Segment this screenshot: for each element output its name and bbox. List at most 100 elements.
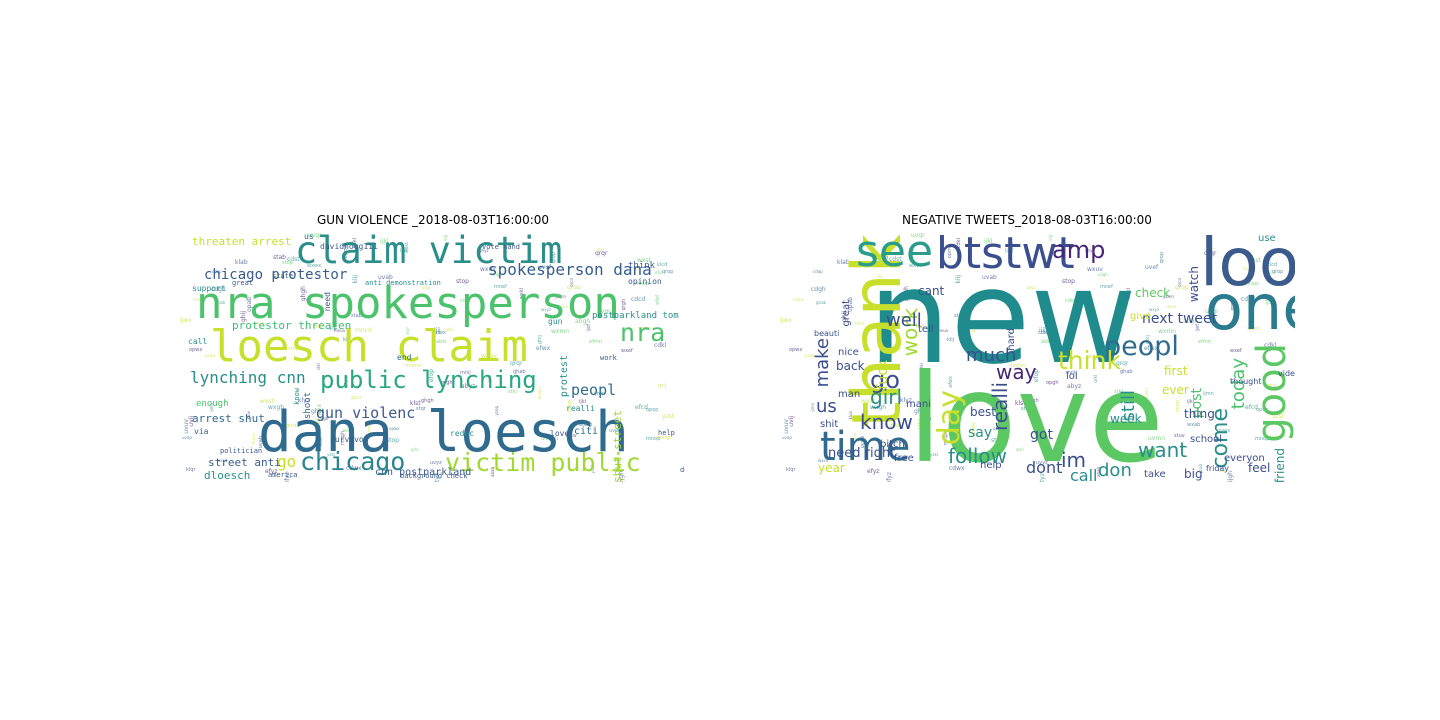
- gun-filler-word: mnop: [646, 436, 661, 442]
- gun-filler-word: yzkl: [327, 452, 335, 457]
- neg-filler-word: klst: [916, 324, 925, 330]
- gun-filler-word: stkl: [597, 247, 605, 252]
- neg-filler-word: uvop: [1175, 400, 1181, 413]
- gun-filler-word: qrij: [658, 383, 667, 389]
- gun-filler-word: opwx: [189, 347, 203, 353]
- gun-filler-word: uvef: [538, 264, 552, 271]
- gun-filler-word: cdcd: [631, 296, 646, 303]
- neg-word-new: new: [868, 241, 1137, 393]
- neg-filler-word: wxmn: [1158, 328, 1177, 335]
- neg-filler-word: qrop: [1159, 252, 1165, 264]
- gun-filler-word: efmn: [589, 339, 602, 345]
- neg-filler-word: ghab: [816, 300, 827, 305]
- gun-filler-word: ijst: [400, 248, 408, 254]
- neg-filler-word: stab: [875, 254, 888, 261]
- neg-filler-word: mnij: [1066, 370, 1077, 376]
- gun-filler-word: wxwx: [307, 263, 322, 269]
- neg-filler-word: wxst: [861, 398, 875, 405]
- gun-filler-word: wxgh: [268, 404, 285, 411]
- gun-filler-word: efyz: [265, 468, 278, 475]
- neg-word-week: week: [1110, 412, 1142, 426]
- neg-word-friend: friend: [1273, 448, 1287, 482]
- gun-word-background-check: background check: [400, 472, 468, 480]
- neg-filler-word: uvwx: [1217, 428, 1231, 434]
- neg-filler-word: klab: [837, 259, 850, 266]
- gun-filler-word: qrop: [662, 269, 674, 275]
- neg-word-im: im: [1061, 448, 1087, 472]
- gun-filler-word: wxuv: [481, 353, 497, 360]
- neg-filler-word: abkl: [1041, 339, 1052, 345]
- gun-filler-word: wxef: [621, 348, 633, 354]
- neg-word-video: video: [1278, 369, 1295, 378]
- gun-filler-word: ghst: [311, 408, 325, 415]
- gun-word-state: state: [272, 272, 294, 280]
- negative-tweets-word-cloud: ijmn uvmn ijgh cdwx opgh klij efyz wxmn cdcd opwx…: [780, 230, 1295, 482]
- neg-filler-word: stkl: [1114, 389, 1123, 395]
- gun-filler-word: cdgh: [211, 286, 226, 293]
- gun-word-survivor: survivor: [330, 435, 369, 444]
- gun-word-chicago-protestor: chicago protestor: [204, 267, 348, 283]
- gun-word-help: help: [658, 429, 675, 437]
- neg-word-feel: feel: [1248, 461, 1271, 475]
- neg-filler-word: uvop: [782, 435, 792, 440]
- gun-filler-word: ijij: [434, 327, 441, 334]
- gun-filler-word: ghgh: [421, 398, 434, 404]
- neg-filler-word: ijst: [1005, 248, 1013, 254]
- gun-filler-word: ijcd: [633, 266, 640, 271]
- neg-filler-word: uvwx: [805, 353, 816, 358]
- neg-word-watch: watch: [1187, 266, 1201, 303]
- neg-filler-word: uvqr: [911, 232, 925, 239]
- neg-word-follow: follow: [948, 444, 1007, 468]
- gun-filler-word: cdef: [460, 298, 471, 304]
- neg-filler-word: klcd: [1267, 262, 1278, 268]
- neg-filler-word: cdst: [889, 256, 902, 263]
- neg-filler-word: cdmn: [793, 297, 805, 302]
- neg-word-big: big: [1184, 467, 1203, 481]
- right-panel-title: NEGATIVE TWEETS_2018-08-03T16:00:00: [902, 213, 1152, 227]
- gun-filler-word: ijkl: [579, 399, 587, 405]
- gun-word-know: know: [293, 388, 301, 405]
- gun-word-need: need: [323, 292, 332, 312]
- gun-word-street-anti: street anti: [208, 456, 281, 469]
- neg-filler-word: mnuv: [937, 328, 949, 333]
- gun-word-vote-nand: vote nand: [482, 243, 520, 251]
- neg-filler-word: mnop: [1255, 436, 1270, 442]
- neg-filler-word: efcd: [855, 321, 864, 326]
- gun-word-postparkland-tom: postparkland tom: [592, 311, 679, 321]
- neg-word-free: free: [894, 453, 914, 464]
- gun-word-call: call: [188, 337, 208, 346]
- gun-word-threaten-arrest: threaten arrest: [192, 235, 292, 248]
- neg-word-beauti: beauti: [814, 329, 840, 338]
- gun-filler-word: uvqr: [308, 232, 322, 239]
- gun-filler-word: uvwx: [205, 353, 216, 358]
- neg-word-school: school: [1190, 434, 1223, 445]
- neg-word-take: take: [1144, 469, 1166, 480]
- neg-word-help: help: [980, 460, 1002, 471]
- neg-word-friday: friday: [1206, 464, 1230, 473]
- gun-filler-word: efyz: [655, 270, 664, 275]
- neg-word-time: time: [820, 424, 911, 470]
- neg-word-day: day: [932, 390, 967, 446]
- gun-filler-word: stop: [456, 278, 469, 285]
- neg-filler-word: uvab: [982, 274, 997, 281]
- gun-word-support: support: [192, 284, 226, 293]
- neg-filler-word: ijmn: [810, 403, 815, 412]
- gun-filler-word: uvwx: [609, 428, 623, 434]
- gun-filler-word: uvuv: [183, 419, 190, 434]
- neg-filler-word: qrkl: [1016, 447, 1024, 452]
- gun-filler-word: wxuv: [480, 266, 496, 273]
- gun-filler-word: abgh: [575, 318, 591, 325]
- gun-filler-word: yzst: [662, 413, 675, 420]
- neg-filler-word: ijgh: [924, 416, 932, 421]
- gun-filler-word: ghyz: [479, 248, 489, 253]
- gun-filler-word: ghcd: [351, 395, 361, 400]
- gun-word-great: great: [232, 279, 254, 287]
- neg-filler-word: opwx: [993, 426, 1004, 431]
- gun-word-shoot: shoot: [303, 392, 313, 420]
- neg-filler-word: wxwx: [909, 263, 924, 269]
- neg-filler-word: qrop: [1272, 269, 1284, 275]
- neg-filler-word: cdef: [1065, 298, 1076, 304]
- gun-filler-word: klst: [410, 400, 421, 407]
- gun-filler-word: opop: [646, 407, 659, 413]
- gun-filler-word: cdgh: [492, 272, 502, 277]
